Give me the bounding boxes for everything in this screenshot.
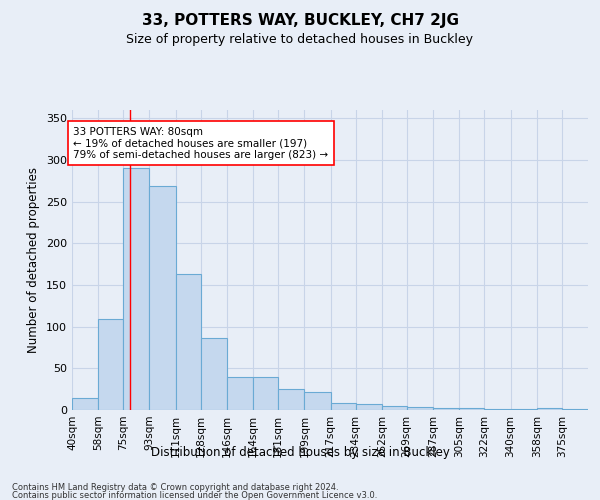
Bar bbox=[123, 168, 149, 410]
Bar bbox=[407, 406, 433, 410]
Text: Size of property relative to detached houses in Buckley: Size of property relative to detached ho… bbox=[127, 32, 473, 46]
Bar bbox=[278, 389, 304, 410]
Bar bbox=[537, 408, 562, 410]
Bar bbox=[511, 409, 537, 410]
Text: Distribution of detached houses by size in Buckley: Distribution of detached houses by size … bbox=[151, 446, 449, 459]
Bar bbox=[356, 404, 382, 410]
Text: 33, POTTERS WAY, BUCKLEY, CH7 2JG: 33, POTTERS WAY, BUCKLEY, CH7 2JG bbox=[142, 12, 458, 28]
Bar bbox=[460, 408, 484, 410]
Bar bbox=[227, 376, 253, 410]
Text: Contains public sector information licensed under the Open Government Licence v3: Contains public sector information licen… bbox=[12, 491, 377, 500]
Bar bbox=[98, 319, 123, 410]
Bar bbox=[304, 392, 331, 410]
Bar bbox=[433, 408, 460, 410]
Y-axis label: Number of detached properties: Number of detached properties bbox=[28, 167, 40, 353]
Bar bbox=[382, 406, 407, 410]
Bar bbox=[149, 186, 176, 410]
Text: 33 POTTERS WAY: 80sqm
← 19% of detached houses are smaller (197)
79% of semi-det: 33 POTTERS WAY: 80sqm ← 19% of detached … bbox=[73, 126, 329, 160]
Bar bbox=[484, 409, 511, 410]
Text: Contains HM Land Registry data © Crown copyright and database right 2024.: Contains HM Land Registry data © Crown c… bbox=[12, 482, 338, 492]
Bar bbox=[72, 398, 98, 410]
Bar bbox=[331, 404, 356, 410]
Bar bbox=[176, 274, 200, 410]
Bar bbox=[562, 409, 588, 410]
Bar bbox=[200, 338, 227, 410]
Bar bbox=[253, 376, 278, 410]
